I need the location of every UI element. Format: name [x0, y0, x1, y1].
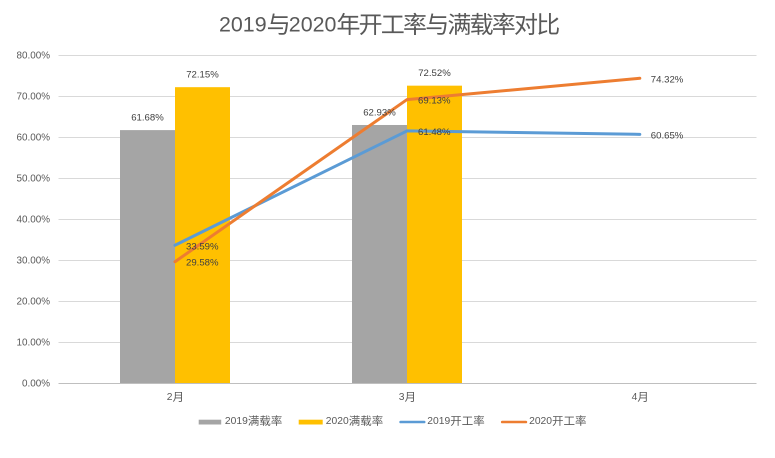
svg-text:2019: 2019 [225, 416, 248, 427]
svg-text:40.00%: 40.00% [17, 214, 51, 225]
svg-text:30.00%: 30.00% [17, 255, 51, 266]
svg-text:62.93%: 62.93% [363, 107, 396, 118]
svg-text:69.13%: 69.13% [418, 96, 451, 107]
svg-text:60.00%: 60.00% [17, 132, 51, 143]
svg-text:4: 4 [632, 392, 638, 403]
svg-text:61.68%: 61.68% [131, 112, 164, 123]
svg-text:72.15%: 72.15% [186, 70, 219, 81]
svg-text:2019: 2019 [219, 13, 267, 37]
svg-text:50.00%: 50.00% [17, 173, 51, 184]
svg-text:2019: 2019 [427, 416, 450, 427]
svg-text:2020: 2020 [529, 416, 552, 427]
svg-text:2: 2 [167, 392, 173, 403]
svg-text:3: 3 [399, 392, 405, 403]
svg-text:20.00%: 20.00% [17, 296, 51, 307]
svg-text:0.00%: 0.00% [22, 378, 50, 389]
svg-text:72.52%: 72.52% [418, 68, 451, 79]
svg-text:10.00%: 10.00% [17, 337, 51, 348]
svg-text:74.32%: 74.32% [651, 74, 684, 85]
svg-text:2020: 2020 [326, 416, 349, 427]
svg-text:61.48%: 61.48% [418, 127, 451, 138]
svg-text:60.65%: 60.65% [651, 130, 684, 141]
svg-text:80.00%: 80.00% [17, 50, 51, 61]
svg-text:2020: 2020 [289, 13, 337, 37]
svg-text:29.58%: 29.58% [186, 258, 219, 269]
svg-text:33.59%: 33.59% [186, 241, 219, 252]
svg-text:70.00%: 70.00% [17, 91, 51, 102]
